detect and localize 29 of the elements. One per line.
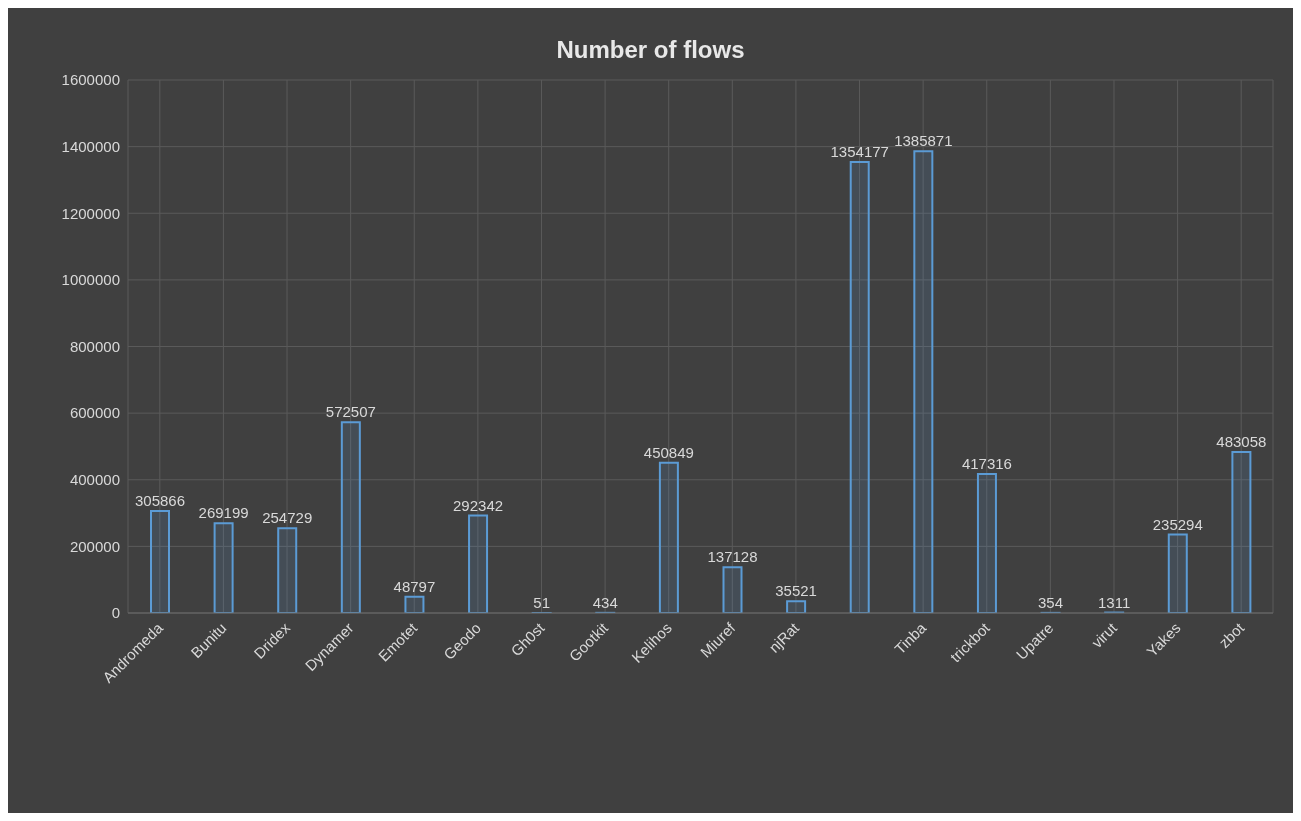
y-tick-label: 600000 xyxy=(69,404,120,422)
y-tick-label: 1400000 xyxy=(61,137,120,155)
data-label: 292342 xyxy=(453,496,504,514)
data-label: 305866 xyxy=(134,492,186,510)
y-tick-label: 200000 xyxy=(69,537,120,555)
data-label: 137128 xyxy=(707,548,758,566)
data-label: 269199 xyxy=(198,504,249,522)
data-label: 434 xyxy=(592,593,618,611)
y-tick-label: 0 xyxy=(111,604,120,622)
data-label: 354 xyxy=(1038,593,1064,611)
data-label: 417316 xyxy=(961,454,1012,472)
x-tick-label: virut xyxy=(1088,618,1121,652)
data-label: 1354177 xyxy=(830,142,889,160)
y-tick-label: 1600000 xyxy=(61,71,120,89)
data-label: 1385871 xyxy=(894,132,953,150)
data-label: 483058 xyxy=(1216,433,1267,451)
data-label: 1311 xyxy=(1098,593,1131,611)
y-tick-label: 800000 xyxy=(69,337,120,355)
data-label: 48797 xyxy=(393,577,436,595)
y-tick-label: 1000000 xyxy=(61,271,120,289)
data-label: 254729 xyxy=(262,509,313,527)
data-label: 51 xyxy=(533,593,551,611)
data-label: 572507 xyxy=(325,403,376,421)
y-tick-label: 1200000 xyxy=(61,204,120,222)
data-label: 450849 xyxy=(643,443,694,461)
y-tick-label: 400000 xyxy=(69,471,120,489)
chart-title: Number of flows xyxy=(555,35,746,65)
data-label: 35521 xyxy=(775,582,817,600)
data-label: 235294 xyxy=(1152,515,1203,533)
